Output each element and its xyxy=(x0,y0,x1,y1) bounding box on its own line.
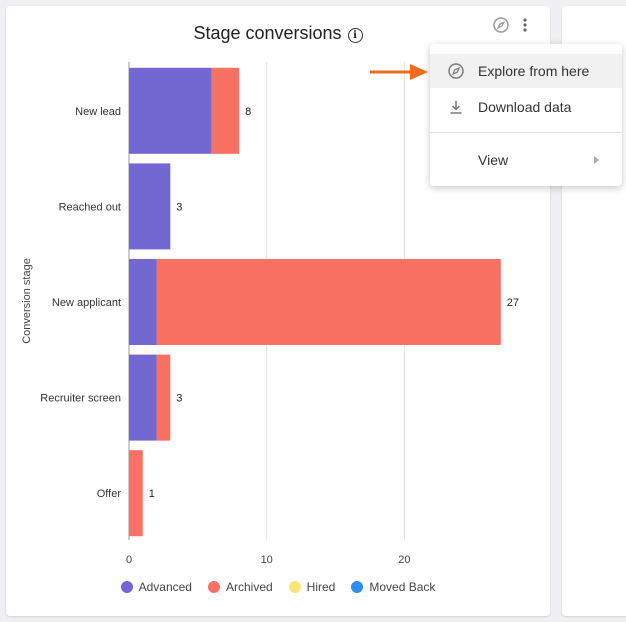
legend-swatch xyxy=(207,581,220,593)
legend-label: Advanced xyxy=(138,580,192,594)
x-tick-label: 20 xyxy=(398,554,410,566)
category-label: New lead xyxy=(75,106,121,118)
legend-item[interactable]: Advanced xyxy=(120,580,192,594)
category-label: Reached out xyxy=(59,201,121,213)
x-tick-label: 10 xyxy=(261,554,273,566)
card-title: Stage conversions xyxy=(193,23,342,43)
legend-swatch xyxy=(288,581,301,593)
category-label: Recruiter screen xyxy=(40,393,121,405)
menu-item-explore[interactable]: Explore from here xyxy=(430,54,622,88)
chevron-right-icon xyxy=(594,156,599,164)
legend-item[interactable]: Moved Back xyxy=(351,580,435,594)
menu-divider xyxy=(430,132,622,133)
legend-swatch xyxy=(120,581,133,593)
compass-icon xyxy=(448,63,464,79)
menu-item-download[interactable]: Download data xyxy=(430,90,622,124)
menu-item-label: View xyxy=(478,152,509,168)
compass-icon[interactable] xyxy=(492,16,510,34)
stage-conversions-chart: 0 10 20 Conversion stage New lead 8 Reached ou… xyxy=(21,62,519,566)
legend-label: Archived xyxy=(225,580,273,594)
bar-total-label: 1 xyxy=(149,488,155,500)
menu-item-label: Explore from here xyxy=(478,63,590,79)
bar-segment-advanced xyxy=(129,354,157,441)
x-tick-label: 0 xyxy=(126,554,132,566)
annotation-arrow xyxy=(370,64,428,80)
card-title-row: Stage conversions i xyxy=(6,23,550,44)
legend-item[interactable]: Archived xyxy=(207,580,273,594)
kebab-menu-icon[interactable] xyxy=(519,16,531,34)
bar-total-label: 27 xyxy=(507,297,519,309)
bar-segment-archived xyxy=(129,450,143,537)
chart-options-menu: Explore from here Download data View xyxy=(430,44,622,186)
y-axis-title: Conversion stage xyxy=(21,258,33,344)
info-icon[interactable]: i xyxy=(347,28,363,43)
category-label: New applicant xyxy=(52,297,121,309)
bar-total-label: 8 xyxy=(245,106,251,118)
bar-segment-advanced xyxy=(129,259,157,345)
bar-segment-archived xyxy=(211,67,240,154)
category-label: Offer xyxy=(97,488,122,500)
bar-total-label: 3 xyxy=(176,201,182,213)
menu-item-view[interactable]: View xyxy=(430,143,622,177)
download-icon xyxy=(450,101,462,114)
bar-segment-advanced xyxy=(129,67,212,154)
bar-segment-archived xyxy=(156,354,171,441)
bar-segment-advanced xyxy=(129,163,171,250)
chart-legend: Advanced Archived Hired Moved Back xyxy=(6,580,550,594)
legend-label: Hired xyxy=(306,580,336,594)
legend-label: Moved Back xyxy=(369,580,436,594)
menu-item-label: Download data xyxy=(478,99,572,115)
bar-total-label: 3 xyxy=(176,393,182,405)
legend-swatch xyxy=(351,581,364,593)
bar-segment-archived xyxy=(156,259,501,345)
legend-item[interactable]: Hired xyxy=(288,580,336,594)
